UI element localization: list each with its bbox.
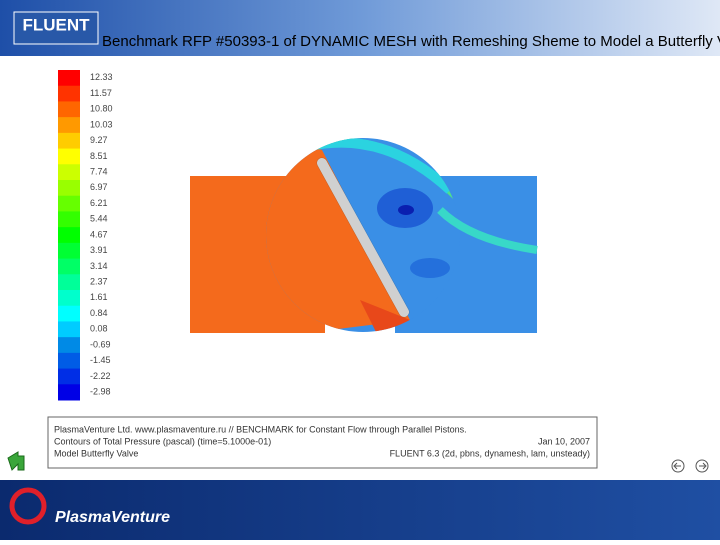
contour-plot xyxy=(190,138,538,333)
logo-box xyxy=(13,11,99,45)
colorbar-swatch xyxy=(58,290,80,307)
colorbar-swatch xyxy=(58,85,80,102)
colorbar-swatch xyxy=(58,368,80,385)
colorbar-swatch xyxy=(58,337,80,354)
footer-logo xyxy=(9,487,47,525)
colorbar-label: -2.98 xyxy=(90,387,111,397)
butterfly-plate xyxy=(317,158,409,317)
colorbar: 12.33 11.57 10.80 10.03 9.27 8.51 7.74 6.97 6.21… xyxy=(58,70,113,401)
info-box xyxy=(47,416,598,469)
prev-icon xyxy=(673,462,681,470)
colorbar-label: 7.74 xyxy=(90,167,108,177)
header-bar xyxy=(0,0,720,56)
info-date: Jan 10, 2007 xyxy=(538,436,590,446)
slide-title: Benchmark RFP #50393-1 of DYNAMIC MESH w… xyxy=(102,33,720,50)
colorbar-swatch xyxy=(58,148,80,165)
plate-outline xyxy=(316,157,410,318)
wake xyxy=(437,207,538,254)
colorbar-swatch xyxy=(58,211,80,228)
colorbar-swatch xyxy=(58,258,80,275)
info-line: PlasmaVenture Ltd. www.plasmaventure.ru … xyxy=(54,424,467,434)
back-arrow[interactable] xyxy=(7,451,25,471)
colorbar-label: 12.33 xyxy=(90,72,113,82)
high-pressure-zone xyxy=(266,138,410,332)
colorbar-swatch xyxy=(58,195,80,212)
colorbar-label: 9.27 xyxy=(90,135,108,145)
colorbar-swatch xyxy=(58,132,80,150)
info-solver: FLUENT 6.3 (2d, pbns, dynamesh, lam, uns… xyxy=(390,448,590,458)
colorbar-label: 3.91 xyxy=(90,245,108,255)
colorbar-swatch xyxy=(58,164,80,181)
colorbar-label: 11.57 xyxy=(90,88,112,98)
colorbar-label: 0.08 xyxy=(90,324,108,334)
info-line: Contours of Total Pressure (pascal) (tim… xyxy=(54,436,271,446)
colorbar-swatch xyxy=(58,227,80,244)
colorbar-label: 2.37 xyxy=(90,277,108,287)
colorbar-swatch xyxy=(58,384,80,401)
colorbar-swatch xyxy=(58,101,80,118)
vortex-core xyxy=(398,205,414,215)
colorbar-swatch xyxy=(58,242,80,260)
footer-brand: PlasmaVenture xyxy=(55,509,170,526)
logo: FLUENT xyxy=(22,15,90,34)
colorbar-label: -1.45 xyxy=(90,355,111,365)
colorbar-label: 3.14 xyxy=(90,261,108,271)
colorbar-label: 0.84 xyxy=(90,308,108,318)
footer-bar xyxy=(0,480,720,540)
colorbar-swatch xyxy=(58,180,80,197)
vortex xyxy=(410,258,450,278)
colorbar-swatch xyxy=(58,70,80,87)
colorbar-label: 6.21 xyxy=(90,198,108,208)
colorbar-swatch xyxy=(58,305,80,322)
next-icon xyxy=(699,462,707,470)
colorbar-label: -0.69 xyxy=(90,339,111,349)
colorbar-label: 4.67 xyxy=(90,229,108,239)
colorbar-label: 1.61 xyxy=(90,292,108,302)
colorbar-label: 6.97 xyxy=(90,182,108,192)
info-line: Model Butterfly Valve xyxy=(54,448,138,458)
colorbar-swatch xyxy=(58,352,80,370)
colorbar-label: 10.03 xyxy=(90,119,113,129)
colorbar-swatch xyxy=(58,274,80,291)
colorbar-swatch xyxy=(58,117,80,134)
colorbar-label: -2.22 xyxy=(90,371,111,381)
colorbar-label: 8.51 xyxy=(90,151,108,161)
colorbar-swatch xyxy=(58,321,80,338)
colorbar-label: 10.80 xyxy=(90,104,113,114)
corner-zone xyxy=(360,300,410,332)
colorbar-label: 5.44 xyxy=(90,214,108,224)
